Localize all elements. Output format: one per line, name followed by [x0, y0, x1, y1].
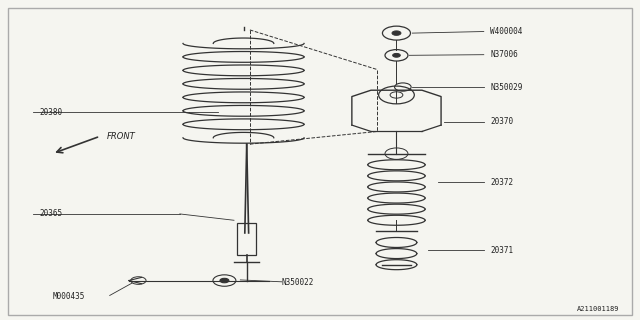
Text: N350022: N350022 [282, 278, 314, 287]
Text: M000435: M000435 [52, 292, 84, 301]
Text: A211001189: A211001189 [577, 306, 620, 312]
Circle shape [392, 31, 401, 35]
Circle shape [220, 278, 229, 283]
Bar [237, 223, 256, 255]
Text: 20371: 20371 [490, 246, 513, 255]
Text: FRONT: FRONT [106, 132, 135, 141]
Text: W400004: W400004 [490, 27, 522, 36]
Circle shape [393, 53, 400, 57]
Text: N37006: N37006 [490, 50, 518, 59]
Text: 20365: 20365 [40, 209, 63, 219]
Text: 20372: 20372 [490, 178, 513, 187]
Text: N350029: N350029 [490, 83, 522, 92]
Text: 20380: 20380 [40, 108, 63, 117]
Text: 20370: 20370 [490, 117, 513, 126]
